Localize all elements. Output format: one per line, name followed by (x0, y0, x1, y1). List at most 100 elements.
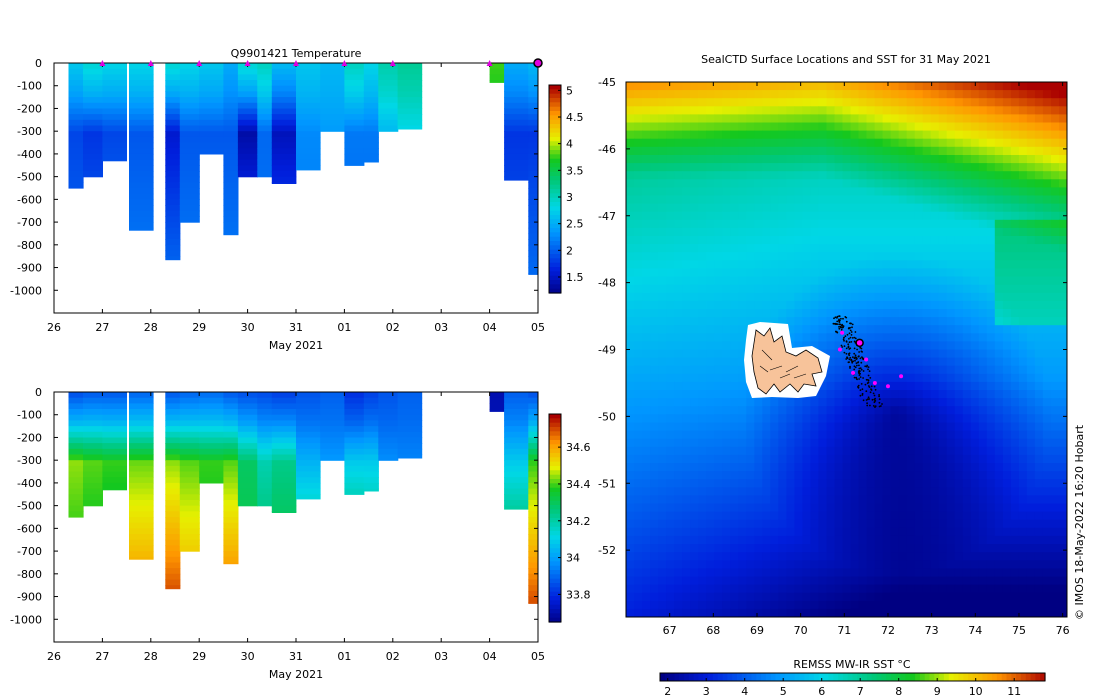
track-point (840, 317, 842, 320)
section-cell (271, 414, 297, 421)
sst-cell (698, 122, 707, 132)
section-cell (271, 176, 297, 183)
sst-cell (1034, 511, 1044, 521)
sst-cell (914, 479, 924, 488)
section-cell (199, 142, 224, 149)
colorbar-swatch (549, 448, 561, 454)
sst-cell (938, 325, 948, 334)
sst-cell (810, 187, 819, 196)
sst-cell (986, 114, 996, 123)
sst-cell (842, 454, 851, 464)
colorbar-swatch (549, 254, 561, 259)
section-cell (165, 517, 181, 524)
sst-cell (938, 463, 948, 472)
colorbar-tick-label: 34.2 (566, 515, 591, 528)
sst-cell (866, 203, 875, 213)
sst-cell (778, 422, 787, 432)
sst-cell (682, 333, 691, 342)
section-cell (179, 102, 200, 110)
sst-cell (946, 527, 956, 537)
section-cell (129, 114, 154, 121)
section-cell (528, 114, 538, 121)
sst-cell (842, 130, 851, 140)
sst-cell (754, 446, 763, 456)
sst-cell (1059, 260, 1067, 269)
sst-cell (938, 138, 948, 148)
sst-cell (1042, 211, 1052, 221)
sst-cell (698, 146, 707, 156)
sst-cell (1059, 552, 1067, 561)
sst-cell (1059, 373, 1067, 383)
sst-cell (898, 430, 908, 440)
sst-cell (890, 219, 900, 229)
colorbar-swatch (549, 158, 561, 164)
section-cell (397, 426, 423, 433)
sst-cell (754, 114, 763, 123)
section-cell (257, 420, 273, 427)
sst-cell (1010, 341, 1020, 350)
section-cell (237, 403, 258, 410)
section-cell (397, 74, 423, 81)
sst-cell (682, 406, 691, 415)
sst-cell (842, 430, 851, 440)
sst-cell (1042, 122, 1052, 132)
track-point (862, 377, 864, 379)
track-point (860, 368, 863, 371)
sst-cell (1034, 146, 1044, 156)
sst-cell (706, 527, 715, 537)
sst-cell (658, 406, 667, 415)
section-cell (129, 176, 154, 183)
sst-cell (922, 82, 932, 91)
sst-cell (682, 300, 691, 310)
sst-cell (850, 527, 859, 537)
section-cell (237, 482, 258, 490)
sst-cell (1026, 90, 1036, 99)
section-cell (68, 114, 84, 121)
section-cell (296, 114, 321, 121)
section-cell (165, 210, 181, 217)
sst-cell (882, 398, 892, 407)
sst-cell (634, 560, 643, 569)
sst-cell (650, 535, 659, 545)
sst-cell (802, 236, 811, 245)
sst-cell (842, 519, 851, 529)
sst-cell (1034, 568, 1044, 577)
sst-cell (1051, 179, 1060, 188)
sst-cell (946, 479, 956, 488)
sst-cell (674, 179, 683, 188)
sst-cell (690, 203, 699, 213)
sst-cell (994, 325, 1004, 334)
colorbar-swatch (549, 202, 561, 207)
sst-cell (690, 349, 699, 359)
colorbar-swatch (549, 600, 561, 606)
sst-cell (706, 495, 715, 504)
sst-cell (802, 300, 811, 310)
sst-cell (810, 398, 819, 407)
section-cell (223, 176, 239, 183)
sst-cell (1026, 236, 1036, 245)
sst-cell (818, 576, 827, 586)
sst-cell (898, 568, 908, 577)
sst-cell (866, 171, 875, 180)
sst-cell (1026, 576, 1036, 586)
sst-cell (842, 544, 851, 553)
sst-cell (986, 487, 996, 496)
sst-cell (818, 463, 827, 472)
sst-cell (714, 195, 723, 205)
sst-cell (810, 82, 819, 91)
sst-cell (938, 276, 948, 286)
sst-cell (906, 527, 916, 537)
track-point (847, 346, 850, 349)
colorbar-swatch (549, 89, 561, 95)
section-cell (199, 125, 224, 132)
sst-cell (754, 544, 763, 553)
section-cell (129, 193, 154, 200)
sst-cell (1010, 479, 1020, 488)
section-cell (223, 494, 239, 501)
sst-cell (866, 325, 875, 334)
sst-cell (634, 373, 643, 383)
section-cell (165, 528, 181, 535)
sst-cell (970, 381, 980, 391)
sst-cell (970, 592, 980, 602)
sst-cell (674, 365, 683, 375)
